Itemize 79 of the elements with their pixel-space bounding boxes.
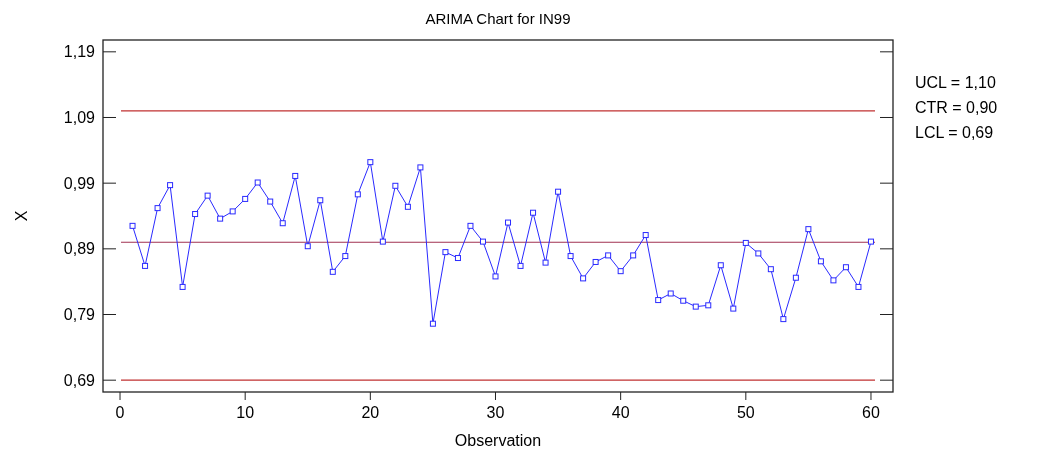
point [855,283,862,290]
x-tick-label: 20 [361,404,380,421]
point [267,198,274,205]
x-tick-label: 40 [611,404,630,421]
point [467,222,474,229]
point [542,259,549,266]
point [530,209,537,216]
point [254,179,261,186]
point [442,249,449,256]
point [279,220,286,227]
point [667,290,674,297]
point [805,226,812,233]
point [367,159,374,166]
x-tick-label: 60 [862,404,880,421]
point [592,258,599,265]
point [354,191,361,198]
point [179,283,186,290]
point [342,253,349,260]
text: UCL = 1,10 [915,74,996,91]
point [580,275,587,282]
point [129,222,136,229]
point [842,264,849,271]
point [479,238,486,245]
x-tick-label: 50 [736,404,755,421]
y-tick-label: 0,89 [63,240,96,258]
point [642,232,649,239]
y-tick-label: 0,79 [63,306,96,324]
point [867,238,874,245]
point [379,238,386,245]
point [492,273,499,280]
point [429,320,436,327]
y-tick-label: 1,09 [63,109,96,127]
point [454,255,461,262]
point [792,274,799,281]
point [730,305,737,312]
point [505,219,512,226]
point [555,188,562,195]
point [517,262,524,269]
point [229,208,236,215]
point [605,252,612,259]
point [680,297,687,304]
point [755,250,762,257]
x-tick-label: 0 [115,404,125,421]
point [767,266,774,273]
point [204,192,211,199]
point [780,316,787,323]
point [392,182,399,189]
point [329,268,336,275]
point [692,303,699,310]
point [567,253,574,260]
point [192,211,199,218]
point [217,215,224,222]
point [167,182,174,189]
point [404,203,411,210]
point [717,262,724,269]
text: CTR = 0,90 [915,99,998,116]
y-tick-label: 0,99 [63,174,96,192]
point [142,262,149,269]
point [830,277,837,284]
x-tick-label: 10 [236,404,255,421]
point [705,302,712,309]
point [242,195,249,202]
x-tick-label: 30 [486,404,505,421]
point [304,243,311,250]
point [154,205,161,212]
point [742,239,749,246]
point [630,252,637,259]
chart-title: ARIMA Chart for IN99 [425,10,571,27]
point [417,164,424,171]
x-axis-title: Observation [454,432,542,449]
point [655,297,662,304]
y-tick-label: 1,19 [63,43,96,61]
text: LCL = 0,69 [915,124,994,141]
y-axis-title: X [13,210,30,222]
point [617,268,624,275]
y-tick-label: 0,69 [63,371,96,389]
point [317,197,324,204]
point [817,258,824,265]
point [292,172,299,179]
